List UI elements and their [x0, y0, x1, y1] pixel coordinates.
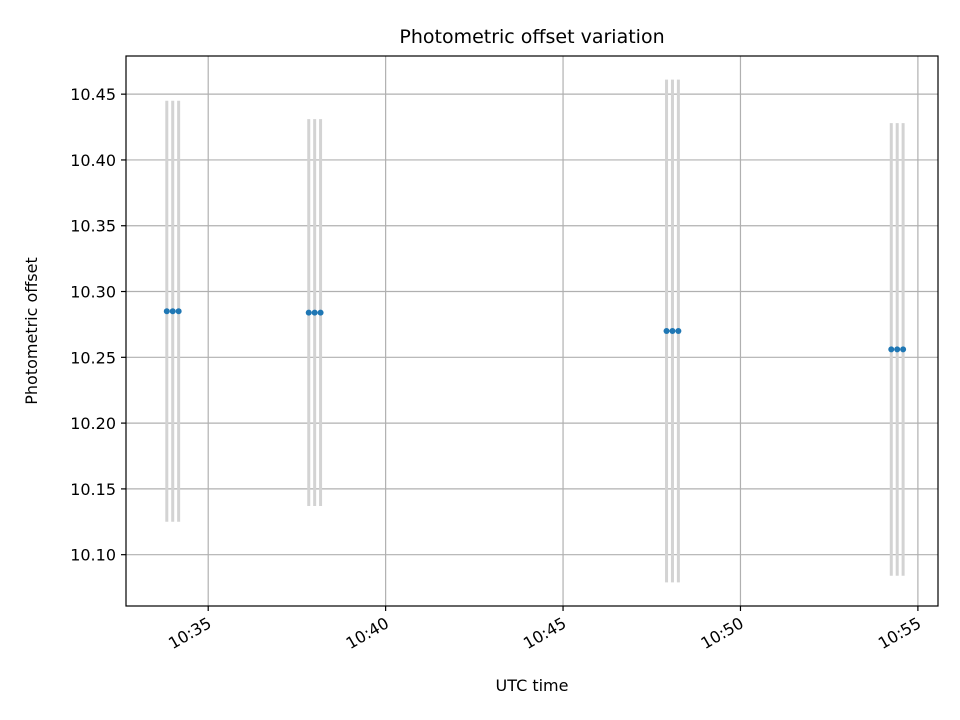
y-tick-label: 10.25	[70, 348, 116, 367]
y-tick-label: 10.15	[70, 480, 116, 499]
data-point	[311, 309, 318, 316]
y-tick-label: 10.10	[70, 546, 116, 565]
data-point	[900, 346, 907, 353]
data-point	[675, 328, 682, 334]
y-tick-label: 10.40	[70, 151, 116, 170]
data-point	[888, 346, 895, 353]
x-axis-label: UTC time	[496, 676, 569, 695]
data-point	[317, 309, 324, 316]
data-point	[894, 346, 901, 353]
data-point	[169, 308, 176, 315]
data-point	[669, 328, 676, 334]
y-tick-label: 10.20	[70, 414, 116, 433]
y-tick-label: 10.45	[70, 85, 116, 104]
plot-frame	[125, 55, 939, 607]
data-point	[175, 308, 182, 315]
grid-lines	[126, 56, 938, 606]
y-axis-label: Photometric offset	[22, 257, 41, 405]
y-tick-label: 10.30	[70, 283, 116, 302]
plot-area	[126, 56, 938, 606]
data-point	[163, 308, 170, 315]
data-point	[305, 309, 312, 316]
data-points	[163, 308, 907, 353]
data-point	[663, 328, 670, 334]
chart-title: Photometric offset variation	[399, 26, 664, 48]
y-tick-label: 10.35	[70, 217, 116, 236]
